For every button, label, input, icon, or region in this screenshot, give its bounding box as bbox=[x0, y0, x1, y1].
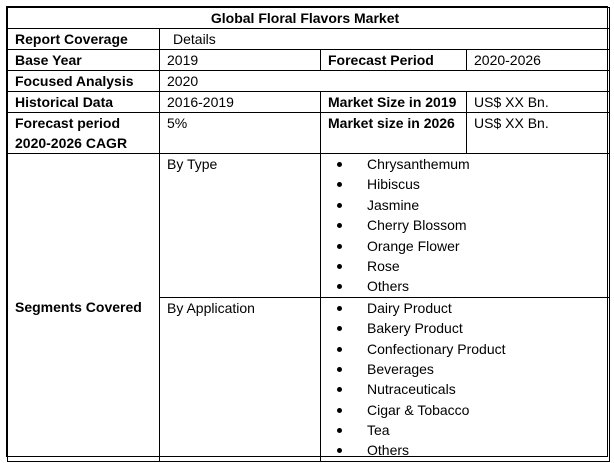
market-size-2019-label: Market Size in 2019 bbox=[320, 91, 467, 113]
by-type-label: By Type bbox=[159, 153, 321, 298]
by-application-list: Dairy Product Bakery Product Confectionary… bbox=[322, 298, 609, 460]
list-item: Chrysanthemum bbox=[322, 154, 609, 174]
list-item: Cherry Blossom bbox=[322, 215, 609, 235]
list-item: Others bbox=[322, 440, 609, 460]
list-item: Dairy Product bbox=[322, 298, 609, 318]
forecast-period-label: Forecast Period bbox=[320, 49, 467, 71]
segments-covered-label: Segments Covered bbox=[7, 153, 160, 462]
list-item: Others bbox=[322, 276, 609, 296]
report-table: Global Floral Flavors Market Report Cove… bbox=[6, 7, 611, 462]
list-item: Orange Flower bbox=[322, 236, 609, 256]
list-item: Nutraceuticals bbox=[322, 379, 609, 399]
base-year-label: Base Year bbox=[7, 49, 160, 71]
historical-data-label: Historical Data bbox=[7, 91, 160, 113]
list-item: Rose bbox=[322, 256, 609, 276]
forecast-cagr-value: 5% bbox=[159, 112, 321, 154]
forecast-period-value: 2020-2026 bbox=[465, 49, 611, 71]
list-item: Confectionary Product bbox=[322, 339, 609, 359]
forecast-cagr-label: Forecast period 2020-2026 CAGR bbox=[7, 112, 160, 154]
market-size-2026-label: Market size in 2026 bbox=[320, 112, 467, 154]
report-coverage-label: Report Coverage bbox=[7, 28, 160, 50]
focused-analysis-label: Focused Analysis bbox=[7, 70, 160, 92]
market-size-2019-value: US$ XX Bn. bbox=[465, 91, 611, 113]
report-table-container: Global Floral Flavors Market Report Cove… bbox=[6, 6, 611, 462]
historical-data-value: 2016-2019 bbox=[159, 91, 321, 113]
table-title: Global Floral Flavors Market bbox=[6, 7, 611, 29]
by-type-list: Chrysanthemum Hibiscus Jasmine Cherry Bloss… bbox=[322, 154, 609, 296]
list-item: Jasmine bbox=[322, 195, 609, 215]
by-application-label: By Application bbox=[159, 296, 321, 462]
list-item: Hibiscus bbox=[322, 174, 609, 194]
report-coverage-value: Details bbox=[158, 28, 611, 50]
base-year-value: 2019 bbox=[159, 49, 321, 71]
list-item: Tea bbox=[322, 420, 609, 440]
focused-analysis-value: 2020 bbox=[158, 70, 611, 92]
list-item: Beverages bbox=[322, 359, 609, 379]
market-size-2026-value: US$ XX Bn. bbox=[465, 112, 611, 154]
list-item: Bakery Product bbox=[322, 318, 609, 338]
list-item: Cigar & Tobacco bbox=[322, 400, 609, 420]
